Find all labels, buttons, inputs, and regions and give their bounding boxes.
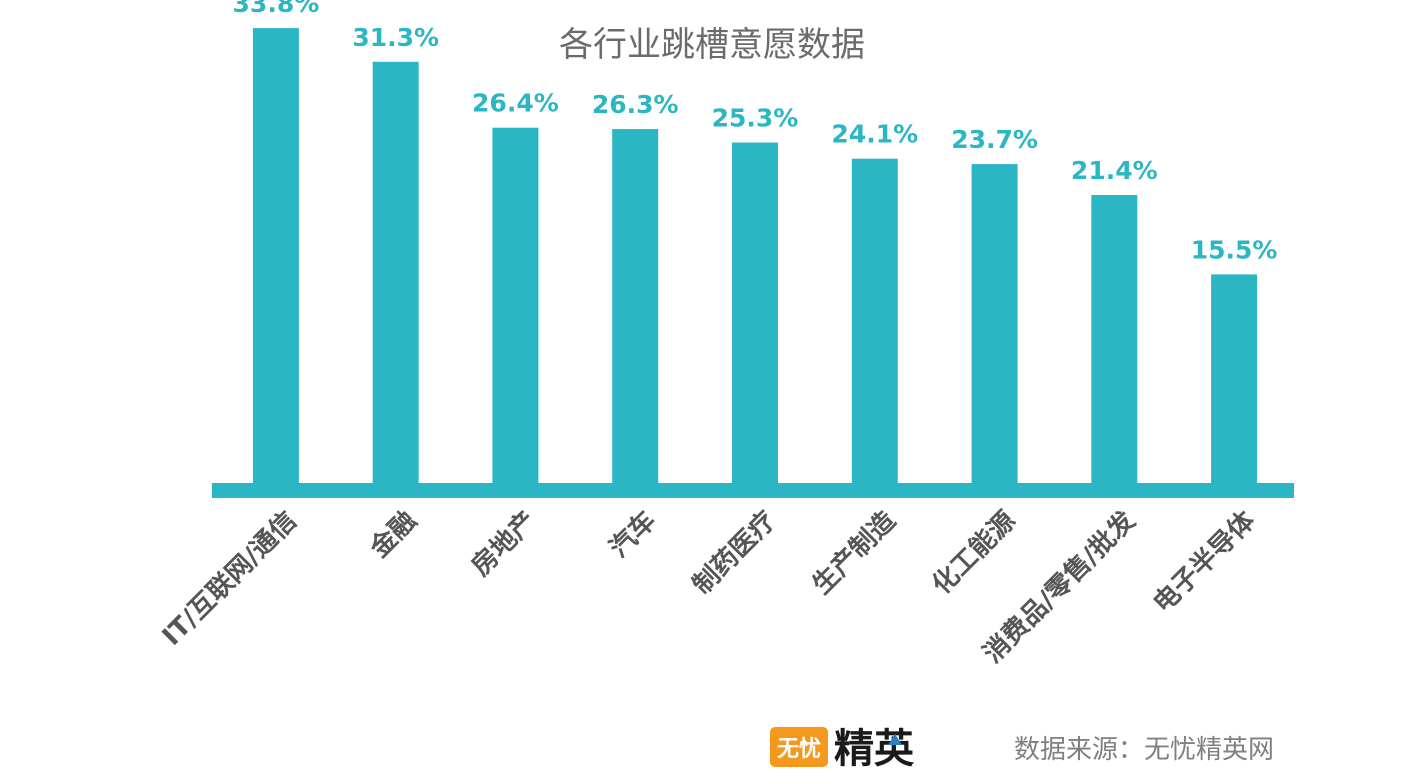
- chart-title: 各行业跳槽意愿数据: [559, 25, 865, 65]
- value-label-8: 15.5%: [1191, 235, 1278, 264]
- value-label-4: 25.3%: [712, 104, 799, 133]
- tick-label-8: 电子半导体: [1148, 505, 1262, 619]
- logo-right-text: 精英: [834, 726, 915, 772]
- value-label-6: 23.7%: [951, 125, 1038, 154]
- value-label-2: 26.4%: [472, 89, 559, 118]
- value-label-0: 33.8%: [233, 0, 320, 18]
- value-labels: 33.8% 31.3% 26.4% 26.3% 25.3% 24.1% 23.7% 21.4%…: [233, 0, 1278, 264]
- bar-6: [971, 164, 1018, 483]
- value-label-3: 26.3%: [592, 90, 679, 119]
- bars: [252, 28, 1258, 484]
- bar-8: [1211, 274, 1258, 483]
- logo-left-text: 无忧: [777, 737, 821, 762]
- tick-label-5: 生产制造: [807, 506, 902, 601]
- logo-accent-mark: [888, 734, 902, 745]
- tick-label-2: 房地产: [466, 506, 542, 582]
- bar-7: [1091, 195, 1138, 483]
- value-label-7: 21.4%: [1071, 156, 1158, 185]
- tick-label-0: IT/互联网/通信: [157, 506, 303, 652]
- source-note: 数据来源：无忧精英网: [1014, 735, 1274, 765]
- tick-label-4: 制药医疗: [686, 505, 781, 600]
- bar-2: [492, 127, 539, 483]
- bar-5: [851, 158, 898, 483]
- value-label-1: 31.3%: [352, 23, 439, 52]
- value-label-5: 24.1%: [831, 120, 918, 149]
- tick-label-6: 化工能源: [926, 505, 1021, 600]
- x-axis-baseline: [212, 483, 1294, 498]
- bar-0: [252, 28, 299, 483]
- bar-3: [612, 129, 659, 483]
- logo: 无忧 精英: [770, 726, 915, 772]
- tick-label-1: 金融: [363, 505, 422, 564]
- bar-4: [732, 142, 778, 483]
- bar-1: [372, 61, 419, 484]
- tick-label-3: 汽车: [603, 505, 662, 564]
- logo-badge: [770, 727, 828, 767]
